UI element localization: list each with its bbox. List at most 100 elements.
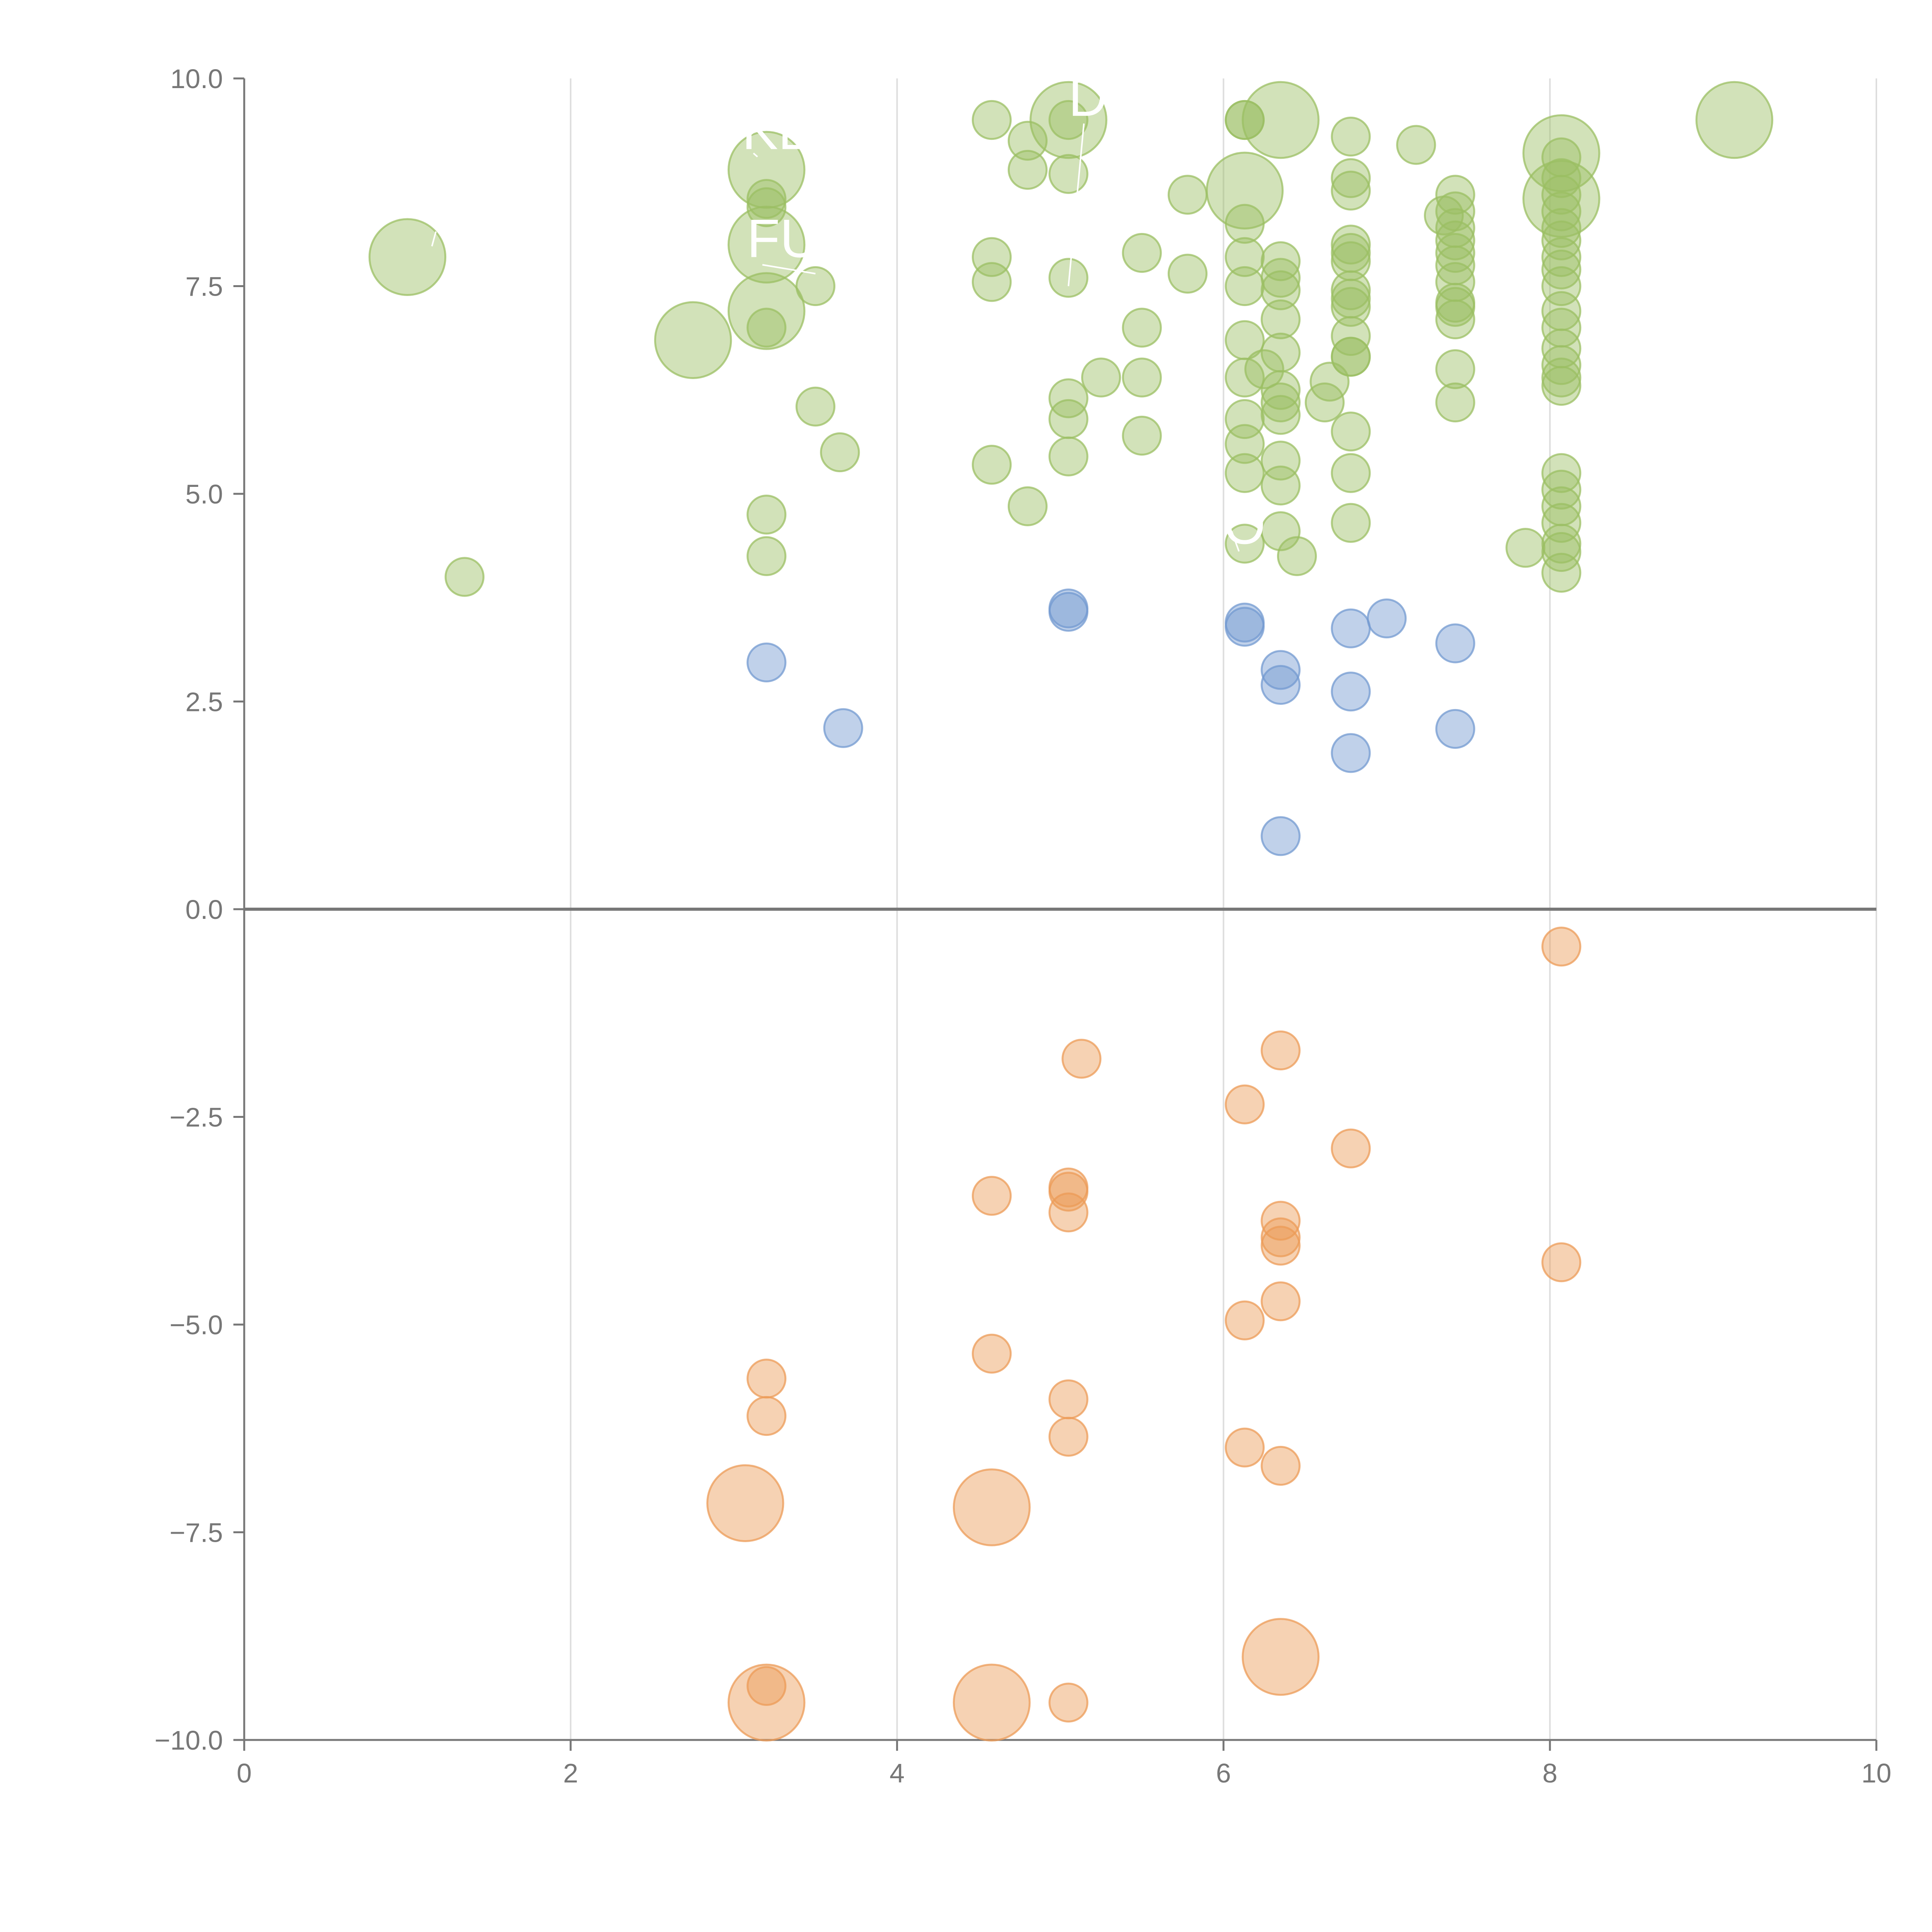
point-green-20: [1007, 486, 1048, 526]
point-green-111: [1541, 469, 1582, 510]
point-orange-8: [952, 1663, 1031, 1742]
point-blue-6: [1260, 650, 1301, 690]
point-green-50: [1260, 258, 1301, 298]
y-tick-label-4: 0.0: [185, 895, 223, 925]
point-blue-12: [1367, 598, 1407, 639]
point-orange-25: [1242, 1618, 1320, 1696]
annotation-leader-4: [1231, 531, 1240, 552]
point-green-91: [1435, 382, 1475, 423]
point-green-24: [1048, 258, 1088, 298]
point-green-65: [1331, 170, 1371, 211]
point-green-71: [1331, 287, 1371, 327]
point-green-74: [1331, 337, 1371, 377]
y-tick-label-3: 2.5: [185, 687, 223, 717]
point-blue-8: [1260, 816, 1301, 856]
point-green-39: [1225, 237, 1265, 277]
point-green-34: [1167, 253, 1208, 294]
point-orange-16: [1225, 1084, 1265, 1124]
point-green-58: [1260, 465, 1301, 506]
point-green-92: [1505, 528, 1546, 568]
point-green-14: [971, 100, 1012, 140]
point-orange-6: [971, 1333, 1012, 1374]
y-tick-label-2: 5.0: [185, 479, 223, 509]
point-blue-9: [1331, 608, 1371, 648]
annotation-label-0: OI: [420, 175, 478, 235]
x-tick-label-10: 10: [1861, 1758, 1891, 1788]
point-orange-22: [1260, 1226, 1301, 1266]
point-green-97: [1541, 175, 1582, 215]
point-green-56: [1260, 395, 1301, 435]
y-tick-label-0: 10.0: [170, 64, 223, 94]
y-tick-label-6: −5.0: [170, 1310, 223, 1340]
point-green-77: [1331, 503, 1371, 543]
point-green-6: [747, 179, 787, 219]
x-tick-label-2: 2: [563, 1758, 578, 1788]
point-green-52: [1260, 299, 1301, 340]
point-green-26: [1048, 399, 1088, 439]
point-green-81: [1435, 191, 1475, 231]
point-green-40: [1225, 266, 1265, 306]
point-blue-14: [1435, 709, 1475, 749]
point-labels: OI KL FU D O: [420, 67, 1265, 555]
point-green-88: [1435, 287, 1475, 327]
point-green-53: [1260, 332, 1301, 373]
point-green-109: [1541, 366, 1582, 406]
axes: 0 2 4 6 8 10 10.0 7.5 5.0 2.5 0.0 −2.5 −5.0 −7.5 −10.0: [155, 64, 1891, 1788]
x-tick-label-0: 0: [237, 1758, 252, 1788]
point-green-2: [654, 301, 732, 379]
point-green-102: [1541, 249, 1582, 290]
point-green-49: [1260, 241, 1301, 281]
point-green-38: [1225, 204, 1265, 244]
point-green-9: [747, 495, 787, 535]
point-green-17: [971, 445, 1012, 485]
point-orange-26: [1331, 1128, 1371, 1168]
point-blue-3: [1048, 592, 1088, 632]
point-green-51: [1260, 270, 1301, 310]
point-green-63: [1331, 116, 1371, 157]
point-orange-2: [747, 1396, 787, 1436]
point-blue-5: [1225, 607, 1265, 647]
point-green-108: [1541, 357, 1582, 398]
point-green-117: [1695, 81, 1774, 159]
point-orange-23: [1260, 1281, 1301, 1321]
point-orange-7: [952, 1468, 1031, 1546]
point-blue-1: [823, 708, 863, 748]
point-green-89: [1435, 299, 1475, 340]
annotation-leader-2: [762, 264, 816, 275]
point-orange-15: [1061, 1039, 1102, 1079]
point-orange-12: [1048, 1379, 1088, 1420]
point-green-98: [1541, 191, 1582, 231]
point-green-72: [1331, 316, 1371, 356]
point-orange-10: [1048, 1172, 1088, 1212]
point-green-101: [1541, 237, 1582, 277]
point-orange-21: [1260, 1217, 1301, 1257]
point-green-115: [1541, 532, 1582, 572]
point-green-69: [1331, 270, 1371, 310]
point-orange-28: [1541, 1242, 1582, 1282]
point-green-16: [971, 262, 1012, 302]
annotation-label-3: D: [1068, 67, 1107, 128]
x-tick-label-6: 6: [1216, 1758, 1231, 1788]
point-green-113: [1541, 503, 1582, 543]
point-orange-13: [1048, 1417, 1088, 1457]
point-green-110: [1541, 453, 1582, 493]
point-orange-11: [1048, 1192, 1088, 1233]
y-tick-label-8: −10.0: [155, 1725, 223, 1755]
point-green-78: [1396, 125, 1436, 165]
point-green-28: [1081, 357, 1121, 398]
point-green-32: [1122, 415, 1162, 456]
point-green-1: [444, 557, 485, 597]
point-orange-27: [1541, 927, 1582, 967]
point-orange-5: [971, 1176, 1012, 1216]
annotation-label-2: FU: [747, 208, 819, 269]
point-orange-1: [747, 1359, 787, 1399]
annotation-label-4: O: [1223, 495, 1265, 555]
point-green-96: [1541, 158, 1582, 198]
point-green-45: [1225, 453, 1265, 493]
point-orange-14: [1048, 1682, 1088, 1723]
point-green-23: [1048, 154, 1088, 194]
point-green-59: [1260, 511, 1301, 551]
point-orange-17: [1225, 1300, 1265, 1340]
point-orange-19: [1260, 1030, 1301, 1071]
